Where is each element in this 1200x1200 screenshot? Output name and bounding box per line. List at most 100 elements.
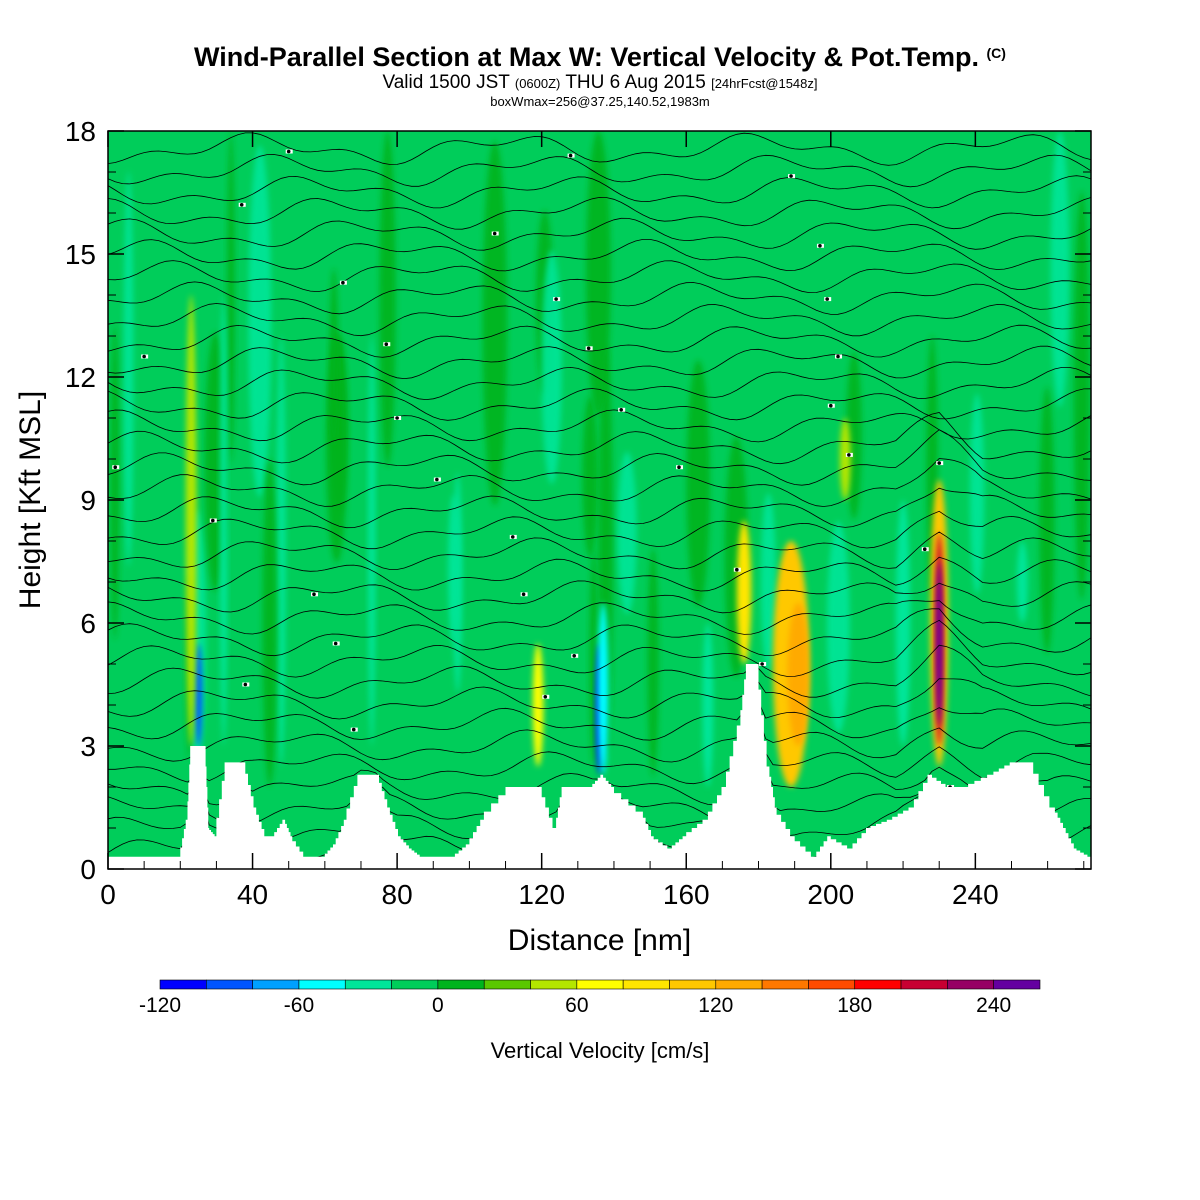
velocity-cell bbox=[1039, 387, 1055, 654]
x-tick-label: 0 bbox=[100, 879, 116, 910]
theta-contour bbox=[108, 196, 1091, 230]
downdraft-cell bbox=[597, 602, 609, 775]
theta-contour bbox=[108, 239, 1091, 272]
theta-contour bbox=[108, 556, 1091, 592]
contour-label-dot bbox=[825, 297, 829, 301]
chart-subtitle: Valid 1500 JST (0600Z) THU 6 Aug 2015 [2… bbox=[0, 72, 1200, 94]
theta-contour bbox=[108, 260, 1091, 294]
contour-label-dot bbox=[760, 662, 764, 666]
contour-label-dot bbox=[828, 403, 833, 408]
y-tick-label: 6 bbox=[80, 608, 96, 639]
box-wmax-info: boxWmax=256@37.25,140.52,1983m bbox=[490, 94, 710, 109]
velocity-cell bbox=[846, 351, 862, 520]
theta-contour bbox=[108, 303, 1091, 337]
theta-contour bbox=[108, 716, 1091, 763]
updraft-cell bbox=[839, 418, 851, 500]
theta-contour bbox=[108, 458, 1091, 507]
colorbar-swatch bbox=[344, 979, 392, 990]
x-tick-label: 240 bbox=[952, 879, 999, 910]
x-tick-label: 40 bbox=[237, 879, 268, 910]
velocity-cell bbox=[541, 250, 562, 485]
contour-label-dot bbox=[312, 592, 316, 597]
velocity-cell bbox=[582, 396, 598, 558]
contour-label-dot bbox=[586, 346, 591, 351]
contour-label-dot bbox=[789, 174, 793, 178]
valid-time: Valid 1500 JST bbox=[382, 72, 510, 93]
colorbar-swatch bbox=[808, 979, 856, 990]
x-axis-label: Distance [nm] bbox=[508, 924, 691, 957]
y-tick-label: 3 bbox=[80, 731, 96, 762]
contour-label-dot bbox=[510, 535, 515, 539]
updraft-cell bbox=[185, 295, 197, 746]
theta-contour bbox=[108, 409, 1091, 443]
theta-contour bbox=[108, 217, 1091, 251]
theta-contour bbox=[108, 487, 1091, 529]
theta-contour bbox=[108, 600, 1091, 635]
velocity-cell bbox=[248, 145, 272, 498]
colorbar-swatch bbox=[483, 979, 531, 990]
contour-label-dot bbox=[572, 654, 577, 658]
contour-label-dot bbox=[554, 297, 558, 301]
velocity-cell bbox=[647, 547, 659, 778]
contour-label-dot bbox=[619, 408, 623, 412]
velocity-cell bbox=[1050, 131, 1070, 407]
velocity-cell bbox=[827, 521, 850, 733]
theta-contour bbox=[108, 678, 1091, 720]
x-tick-label: 80 bbox=[382, 879, 413, 910]
contour-label-dot bbox=[286, 149, 291, 154]
contour-label-dot bbox=[341, 280, 345, 285]
theta-contour bbox=[108, 531, 1091, 570]
colorbar-swatch bbox=[854, 979, 902, 990]
valid-date: THU 6 Aug 2015 bbox=[565, 72, 706, 93]
theta-contour bbox=[108, 132, 1091, 166]
velocity-cell bbox=[969, 393, 985, 595]
y-tick-label: 0 bbox=[80, 854, 96, 885]
contour-label-dot bbox=[333, 641, 338, 646]
downdraft-cell bbox=[895, 500, 911, 746]
theta-contour bbox=[108, 510, 1091, 550]
velocity-cell bbox=[686, 360, 710, 607]
theta-contour bbox=[108, 175, 1091, 209]
velocity-cell bbox=[760, 492, 777, 672]
colorbar-swatch bbox=[900, 979, 948, 990]
colorbar-tick-label: 240 bbox=[976, 994, 1011, 1017]
velocity-cell bbox=[379, 131, 396, 467]
y-tick-label: 15 bbox=[65, 239, 96, 270]
downdraft-cell bbox=[220, 295, 228, 746]
downdraft-cell bbox=[194, 643, 202, 746]
colorbar-tick-label: 0 bbox=[432, 994, 444, 1017]
contour-label-dot bbox=[677, 465, 681, 470]
velocity-cell bbox=[617, 451, 637, 615]
terrain bbox=[108, 664, 1091, 869]
velocity-cell bbox=[276, 335, 286, 767]
colorbar-swatch bbox=[622, 979, 670, 990]
colorbar-tick-label: 120 bbox=[698, 994, 733, 1017]
colorbar-tick-label: 180 bbox=[837, 994, 872, 1017]
velocity-cell bbox=[227, 131, 235, 462]
velocity-cell bbox=[123, 171, 134, 567]
colorbar-swatch bbox=[993, 979, 1041, 990]
y-tick-label: 18 bbox=[65, 116, 96, 147]
theta-contour bbox=[108, 608, 1091, 657]
colorbar-tick-label: -120 bbox=[139, 994, 181, 1017]
y-tick-label: 12 bbox=[65, 362, 96, 393]
velocity-cell bbox=[262, 458, 278, 787]
contour-label-dot bbox=[543, 695, 548, 699]
theta-contour bbox=[108, 324, 1091, 358]
chart-title-text: Wind-Parallel Section at Max W: Vertical… bbox=[194, 42, 979, 72]
updraft-cell bbox=[936, 561, 943, 726]
theta-contour bbox=[108, 412, 1091, 465]
theta-contour bbox=[108, 154, 1091, 188]
contour-label-dot bbox=[937, 461, 942, 465]
contour-label-dot bbox=[735, 567, 739, 572]
colorbar-swatch bbox=[715, 979, 763, 990]
theta-contour bbox=[108, 429, 1091, 486]
velocity-cell bbox=[482, 140, 508, 506]
colorbar-swatch bbox=[437, 979, 485, 990]
colorbar-swatch bbox=[761, 979, 809, 990]
velocity-cell bbox=[1073, 190, 1090, 600]
colorbar-label: Vertical Velocity [cm/s] bbox=[490, 1038, 710, 1063]
y-tick-label: 9 bbox=[80, 485, 96, 516]
contour-label-dot bbox=[351, 727, 356, 732]
x-tick-label: 200 bbox=[807, 879, 854, 910]
